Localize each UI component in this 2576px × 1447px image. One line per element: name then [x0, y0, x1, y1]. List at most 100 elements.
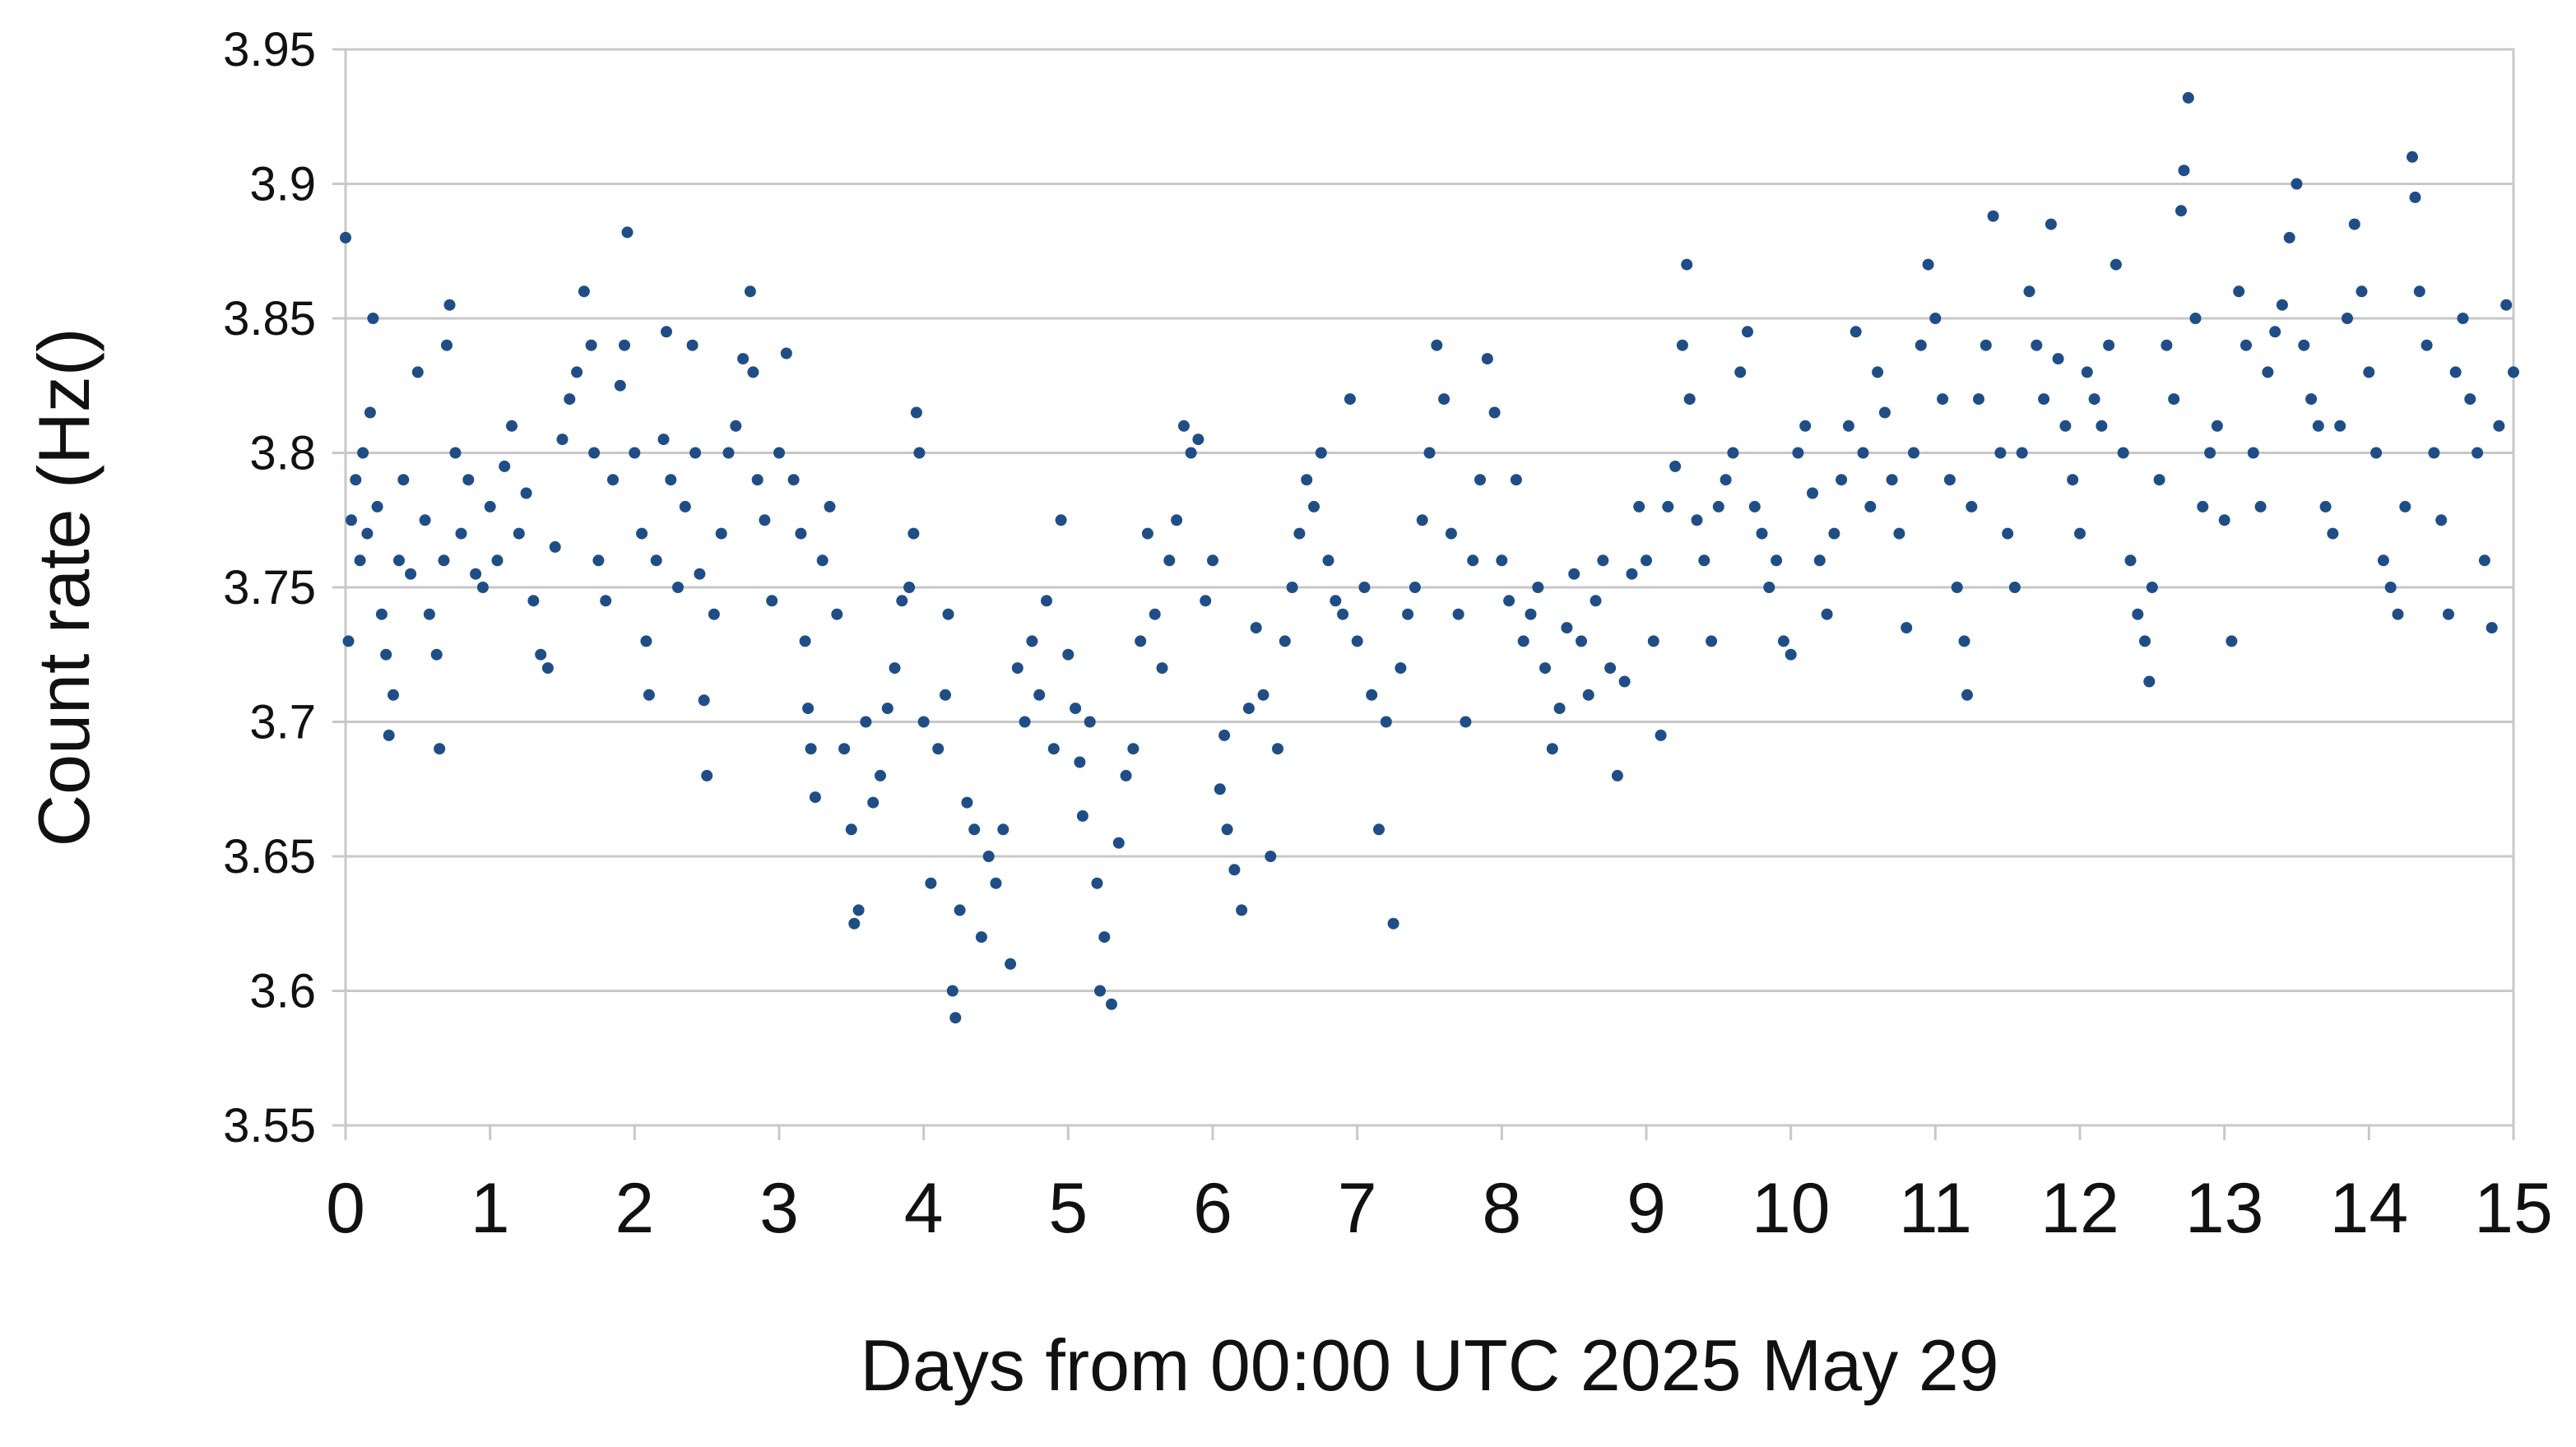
data-point: [2500, 299, 2513, 311]
data-point: [2124, 554, 2137, 567]
data-point: [1777, 635, 1789, 647]
data-point: [643, 689, 655, 701]
x-tick-label: 8: [1482, 1169, 1521, 1248]
data-point: [1496, 554, 1508, 567]
data-point: [831, 608, 843, 620]
data-point: [1070, 703, 1082, 715]
data-point: [968, 823, 981, 836]
data-point: [2218, 514, 2230, 526]
data-point: [1706, 635, 1718, 647]
data-point: [2407, 151, 2418, 163]
data-point: [759, 514, 771, 526]
data-point: [405, 568, 417, 580]
y-axis-title: Count rate (Hz(): [23, 328, 104, 847]
x-tick-label: 3: [759, 1169, 799, 1248]
data-point: [1242, 703, 1255, 715]
data-point: [990, 877, 1002, 889]
data-point: [679, 500, 691, 512]
data-point: [1272, 743, 1283, 755]
data-point: [564, 393, 576, 406]
data-point: [1626, 568, 1638, 580]
data-point: [1460, 716, 1472, 728]
data-point: [946, 985, 958, 997]
data-point: [600, 595, 612, 607]
data-point: [1402, 608, 1414, 620]
data-point: [1033, 689, 1046, 701]
data-point: [1047, 743, 1060, 755]
data-point: [2254, 500, 2267, 512]
data-point: [2384, 582, 2397, 593]
data-point: [2059, 420, 2072, 432]
x-axis-title: Days from 00:00 UTC 2025 May 29: [860, 1324, 1998, 1406]
data-point: [2348, 218, 2360, 230]
data-point: [1618, 675, 1631, 688]
data-point: [1094, 985, 1106, 997]
data-point: [1445, 527, 1457, 540]
data-point: [2312, 420, 2324, 432]
data-point: [1330, 595, 1342, 607]
x-tick-label: 7: [1338, 1169, 1377, 1248]
data-point: [592, 554, 605, 567]
data-point: [1691, 514, 1703, 526]
data-point: [896, 595, 908, 607]
data-point: [1279, 635, 1291, 647]
data-point: [2067, 474, 2079, 486]
data-point: [1120, 769, 1132, 781]
data-point: [1337, 608, 1349, 620]
data-point: [751, 474, 764, 486]
data-point: [1662, 500, 1674, 512]
data-point: [434, 743, 446, 755]
data-point: [2327, 527, 2339, 540]
data-point: [1857, 447, 1869, 459]
data-point: [1236, 904, 1248, 916]
data-point: [925, 877, 937, 889]
data-point: [708, 608, 720, 620]
data-point: [1409, 582, 1421, 593]
data-point: [1546, 743, 1558, 755]
data-point: [780, 347, 792, 359]
data-point: [1423, 447, 1436, 459]
data-point: [2421, 339, 2433, 351]
data-point: [737, 353, 750, 365]
data-point: [393, 554, 405, 567]
data-point: [1207, 554, 1218, 567]
data-point: [2132, 608, 2144, 620]
data-point: [1127, 743, 1139, 755]
data-point: [2409, 191, 2421, 203]
data-point: [1647, 635, 1659, 647]
data-point: [375, 608, 388, 620]
data-point: [2240, 339, 2252, 351]
data-point: [698, 694, 710, 707]
data-point: [556, 434, 569, 446]
data-point: [672, 582, 684, 593]
data-point: [766, 595, 778, 607]
data-point: [2370, 447, 2383, 459]
data-point: [805, 743, 817, 755]
data-point: [1553, 703, 1566, 715]
data-point: [2146, 582, 2158, 593]
data-point: [975, 931, 987, 944]
x-tick-labels: 0 1 2 3 4 5 6 7 8 9 10 11 12 13 14 15: [326, 1169, 2553, 1248]
data-point: [2363, 366, 2375, 378]
data-point: [2168, 393, 2180, 406]
data-point: [346, 514, 357, 526]
data-point: [1799, 420, 1812, 432]
data-point: [499, 460, 511, 472]
data-point: [881, 703, 893, 715]
data-point: [484, 500, 496, 512]
data-point: [354, 554, 366, 567]
data-point: [1792, 447, 1804, 459]
data-point: [2342, 313, 2353, 324]
data-point: [773, 447, 785, 459]
x-tick-label: 10: [1752, 1169, 1831, 1248]
x-tick-label: 14: [2329, 1169, 2408, 1248]
data-point: [1698, 554, 1710, 567]
data-point: [1149, 608, 1161, 620]
data-points: [340, 91, 2519, 1024]
data-point: [2356, 285, 2368, 298]
data-point: [1727, 447, 1739, 459]
data-point: [1041, 595, 1052, 607]
data-point: [1961, 689, 1973, 701]
data-point: [2283, 231, 2295, 243]
data-point: [1712, 500, 1724, 512]
